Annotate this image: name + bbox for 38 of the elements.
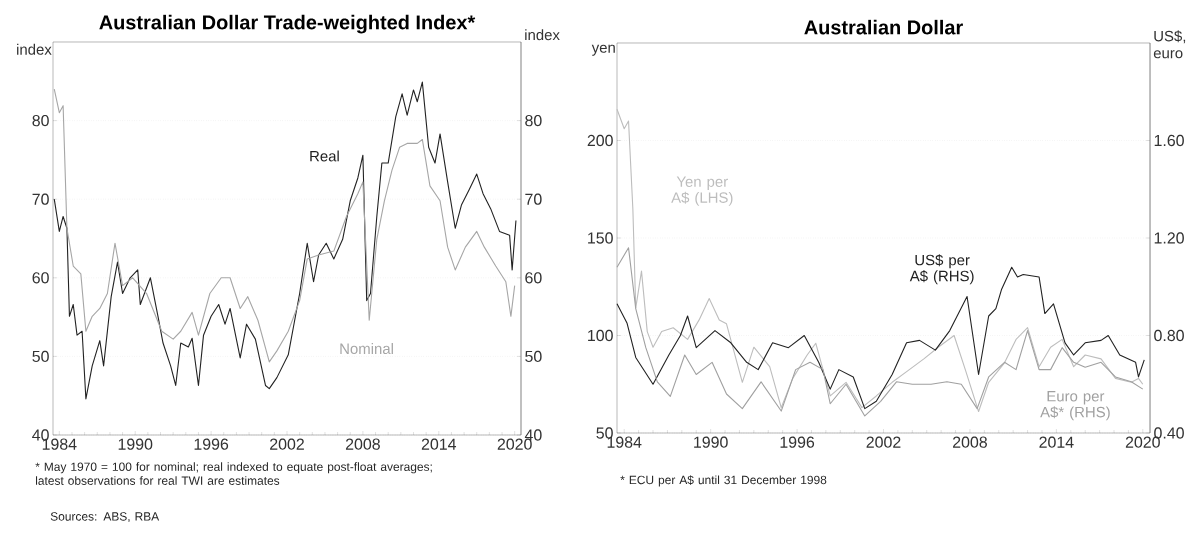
text: * May 1970 = 100 for nominal; real indexed to equate post-float averages; latest observations for real TWI are estimates: [35, 462, 432, 485]
text: Yen per A$ (LHS): [671, 176, 733, 206]
y2-axis-title: US$, euro: [1153, 30, 1186, 59]
y-tick-label: 50: [32, 350, 49, 363]
y2-tick-label: 0.80: [1154, 329, 1184, 342]
y-axis-title: index: [17, 43, 52, 55]
x-tick-label: 2008: [953, 436, 987, 448]
text: * ECU per A$ until 31 December 1998: [620, 475, 827, 487]
y-tick-label: 80: [32, 114, 49, 127]
x-tick-label: 2014: [421, 438, 457, 450]
series-label: US$ per A$ (RHS): [909, 254, 974, 285]
x-tick-label: 1996: [194, 438, 229, 450]
x-tick-label: 2002: [270, 438, 304, 450]
y2-tick-label: 70: [525, 193, 542, 205]
y-tick-label: 150: [588, 232, 613, 244]
y-tick-label: 100: [588, 329, 613, 342]
series-label: Euro per A$* (RHS): [1040, 391, 1110, 421]
y2-tick-label: 1.60: [1154, 134, 1184, 147]
series-label: Real: [310, 150, 339, 162]
y2-tick-label: 50: [525, 350, 542, 363]
source-note: Sources: ABS, RBA: [50, 512, 160, 523]
chart-title: Australian Dollar Trade-weighted Index*: [99, 14, 476, 34]
y-tick-label: 70: [32, 193, 49, 205]
y2-axis-title: index: [525, 29, 560, 41]
x-tick-label: 1990: [694, 436, 728, 448]
y2-tick-label: 60: [525, 272, 542, 284]
y-tick-label: 60: [32, 272, 49, 284]
y2-tick-label: 80: [525, 114, 542, 127]
x-tick-label: 1996: [780, 436, 815, 448]
x-tick-label: 2014: [1039, 436, 1074, 448]
x-tick-label: 2002: [866, 436, 901, 448]
x-tick-label: 1990: [118, 438, 153, 450]
x-tick-label: 2008: [345, 438, 380, 450]
y-tick-label: 200: [587, 134, 613, 147]
series-label: Nominal: [340, 343, 393, 355]
chart-title: Australian Dollar: [804, 19, 963, 35]
y2-tick-label: 1.20: [1154, 232, 1184, 244]
y-axis-title: yen: [591, 44, 615, 56]
